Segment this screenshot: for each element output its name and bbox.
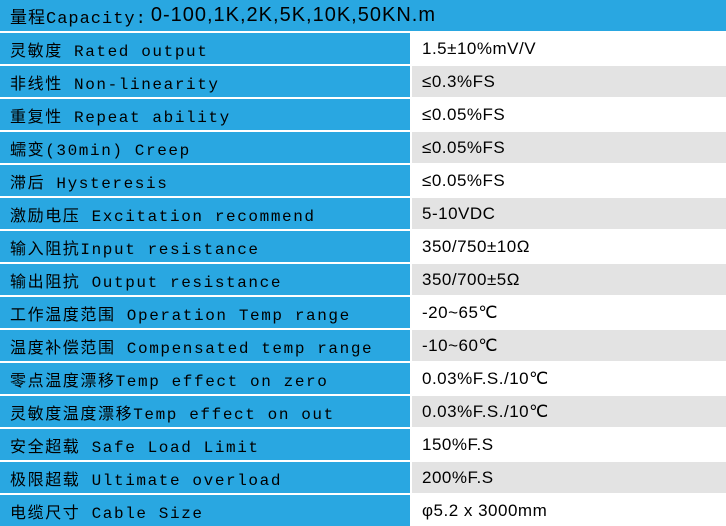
row-value: 0.03%F.S./10℃: [422, 368, 549, 388]
row-value: 150%F.S: [422, 434, 494, 454]
row-value: ≤0.05%FS: [422, 104, 506, 124]
row-value: 5-10VDC: [412, 198, 726, 229]
row-label: 输入阻抗Input resistance: [0, 231, 410, 262]
row-label: 蠕变(30min) Creep: [0, 132, 410, 163]
row-label: 灵敏度 Rated output: [0, 33, 410, 64]
row-value: 350/700±5Ω: [412, 264, 726, 295]
row-label: 滞后 Hysteresis: [0, 165, 410, 196]
row-label: 安全超载 Safe Load Limit: [0, 429, 410, 460]
row-value: φ5.2 x 3000mm: [422, 500, 548, 520]
row-value: 200%F.S: [412, 462, 726, 493]
row-label: 激励电压 Excitation recommend: [0, 198, 410, 229]
row-value: ≤0.05%FS: [412, 132, 726, 163]
row-value: 1.5±10%mV/V: [422, 38, 537, 58]
header-value: 0-100,1K,2K,5K,10K,50KN.m: [150, 4, 436, 26]
row-value: ≤0.05%FS: [422, 170, 506, 190]
row-label: 输出阻抗 Output resistance: [0, 264, 410, 295]
row-label: 灵敏度温度漂移Temp effect on out: [0, 396, 410, 427]
row-value: -20~65℃: [422, 302, 498, 322]
row-label: 工作温度范围 Operation Temp range: [0, 297, 410, 328]
row-label: 电缆尺寸 Cable Size: [0, 495, 410, 526]
row-label: 温度补偿范围 Compensated temp range: [0, 330, 410, 361]
row-label: 极限超载 Ultimate overload: [0, 462, 410, 493]
row-value: ≤0.3%FS: [412, 66, 726, 97]
row-label: 非线性 Non-linearity: [0, 66, 410, 97]
row-value: 350/750±10Ω: [422, 236, 530, 256]
header-row: 量程Capacity: 0-100,1K,2K,5K,10K,50KN.m: [0, 0, 726, 31]
row-value: 0.03%F.S./10℃: [412, 396, 726, 427]
row-value: -10~60℃: [412, 330, 726, 361]
row-label: 零点温度漂移Temp effect on zero: [0, 363, 410, 394]
header-label: 量程Capacity:: [10, 9, 147, 29]
row-label: 重复性 Repeat ability: [0, 99, 410, 130]
